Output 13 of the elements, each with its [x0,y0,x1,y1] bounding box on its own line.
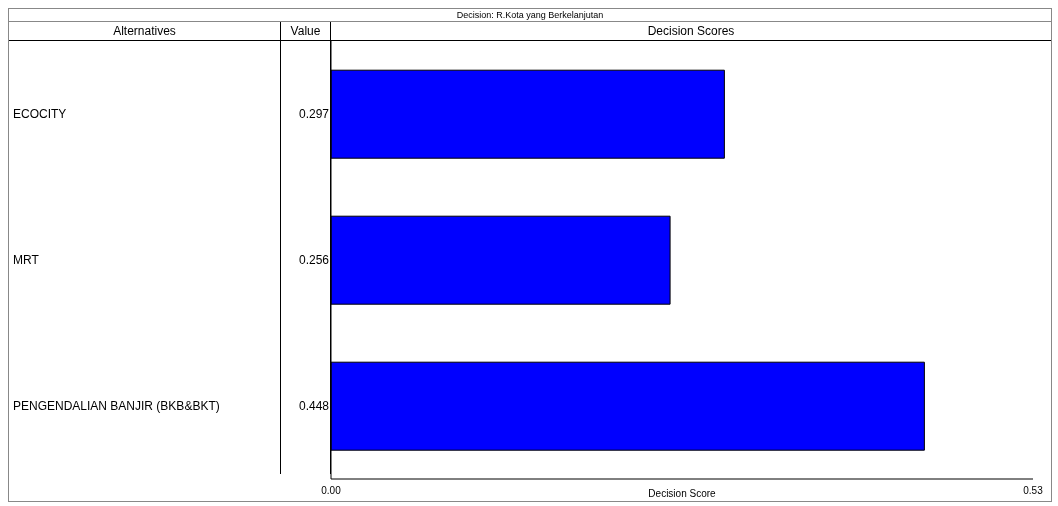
x-tick-label: 0.00 [321,485,342,497]
y-tick-label: PENGENDALIAN BANJIR (BKB&BKT) [13,399,220,413]
y-tick-label: ECOCITY [13,107,67,121]
chart-title: Decision: R.Kota yang Berkelanjutan [9,9,1051,22]
data-label: 0.448 [298,399,330,414]
x-tick-label: 0.53 [1023,485,1044,497]
text: Value [281,22,331,40]
annotation: Decision Scores [646,23,736,40]
data-label: 0.256 [298,253,330,268]
x-axis-title: Decision Score [648,488,717,499]
y-axis-title: Alternatives [9,22,281,40]
data-label: 0.297 [298,107,330,122]
y-tick-label: MRT [13,253,40,267]
